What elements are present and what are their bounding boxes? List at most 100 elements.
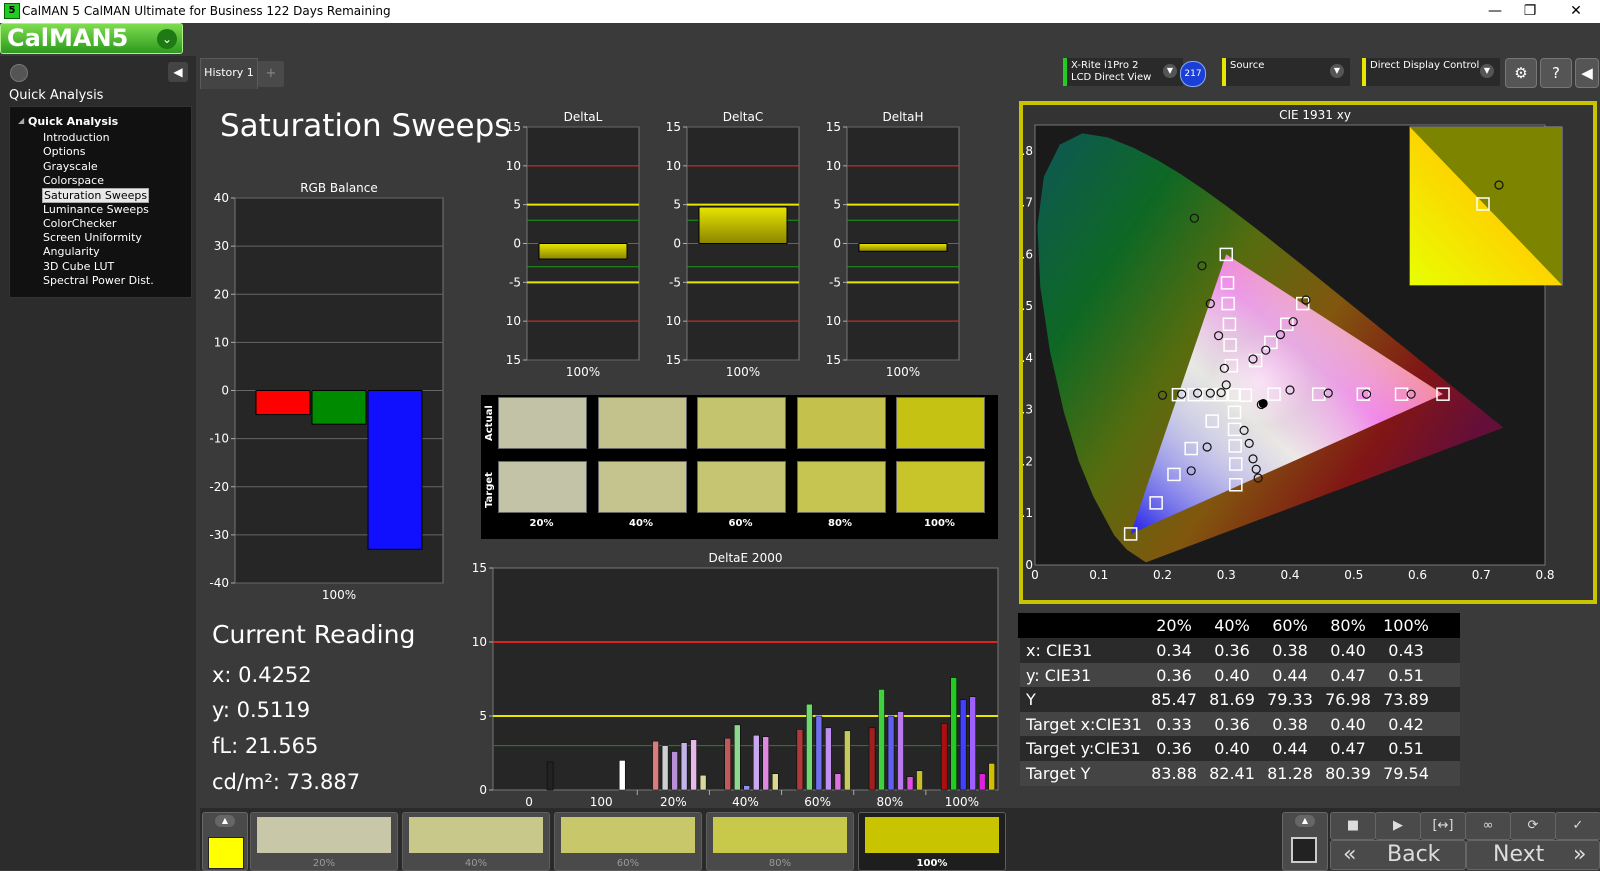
y-tick-label: 10 (826, 159, 841, 173)
settings-button[interactable]: ⚙ (1505, 58, 1537, 88)
delta-e-bar (834, 773, 842, 791)
delta-e-bar (940, 723, 948, 791)
x-tick-label: 0 (1031, 568, 1039, 582)
bottom-swatch-button[interactable]: 60% (554, 812, 702, 871)
target-marker (1229, 457, 1243, 471)
next-button[interactable]: Next » (1466, 840, 1600, 870)
delta-e-bar (652, 740, 659, 791)
source-selector[interactable]: Source ▼ (1222, 58, 1350, 86)
sidebar-item[interactable]: Introduction (43, 131, 110, 144)
y-tick-label: -30 (209, 528, 229, 542)
row-label: x: CIE31 (1026, 641, 1093, 660)
meter-badge[interactable]: 217 (1180, 61, 1206, 87)
target-marker (1220, 276, 1235, 290)
meter-selector[interactable]: X-Rite i1Pro 2 LCD Direct View ▼ (1063, 58, 1183, 86)
delta-e-bar (762, 736, 769, 791)
table-header: 20% (1156, 616, 1192, 635)
current-color-swatch (208, 837, 244, 869)
bottom-swatch-fill (561, 817, 695, 853)
tree-root[interactable]: Quick Analysis (28, 115, 119, 128)
table-row: Target Y 83.88 82.41 81.28 80.39 79.54 (1020, 761, 1460, 786)
tab-history-1[interactable]: History 1 (200, 58, 258, 89)
chevron-up-icon[interactable]: ▲ (215, 815, 235, 827)
sidebar-item[interactable]: Luminance Sweeps (43, 202, 149, 216)
delta-e-bar (815, 715, 823, 791)
target-marker (1222, 317, 1237, 332)
actual-marker (1186, 466, 1196, 476)
current-color-panel[interactable]: ▲ (202, 812, 248, 871)
target-swatch (796, 461, 886, 513)
sidebar-item[interactable]: Angularity (43, 245, 100, 259)
target-marker (1123, 527, 1138, 541)
loop-icon[interactable]: ∞ (1465, 812, 1511, 840)
logo-text: CalMAN5 (7, 24, 129, 52)
x-tick-label: 0.2 (1153, 568, 1172, 582)
refresh-icon[interactable]: ⟳ (1510, 812, 1556, 840)
sidebar-item[interactable]: Saturation Sweeps (42, 188, 150, 204)
collapse-panel-button[interactable]: ◀ (168, 62, 188, 82)
bottom-swatch-fill (257, 817, 391, 853)
sidebar-item[interactable]: Grayscale (43, 159, 98, 173)
bottom-swatch-button[interactable]: 20% (250, 812, 398, 871)
table-cell: 0.51 (1388, 739, 1424, 759)
delta-e-bar (844, 730, 851, 791)
delta-e-bar (806, 703, 813, 791)
sidebar-item[interactable]: Colorspace (43, 173, 104, 187)
calman-logo-menu[interactable]: CalMAN5 ⌄ (0, 23, 183, 54)
delta-e-bar (906, 776, 914, 791)
y-tick-label: 15 (506, 120, 521, 134)
back-button[interactable]: « Back (1330, 840, 1466, 870)
table-row: y: CIE31 0.36 0.40 0.44 0.47 0.51 (1020, 662, 1460, 688)
zoom-inset-outside (1410, 127, 1562, 285)
reading-y: y: 0.5119 (212, 698, 311, 722)
actual-marker (1214, 331, 1224, 341)
table-cell: 76.98 (1325, 690, 1371, 710)
maximize-button[interactable]: ❐ (1523, 3, 1537, 19)
delta-e-bar (978, 773, 986, 791)
table-cell: 79.33 (1267, 690, 1313, 710)
help-button[interactable]: ? (1540, 58, 1572, 88)
close-button[interactable]: ✕ (1570, 3, 1582, 19)
actual-marker (1285, 385, 1295, 395)
delta-c-chart: DeltaC 15 10 5 0 -5 -10 -15 100% (665, 110, 800, 379)
actual-marker (1248, 354, 1258, 364)
bottom-swatch-button[interactable]: 100% (858, 812, 1006, 871)
sidebar-item[interactable]: Screen Uniformity (43, 231, 142, 245)
table-cell: 0.43 (1388, 641, 1424, 660)
delta-bar (538, 243, 628, 260)
display-selector[interactable]: Direct Display Control ▼ (1362, 58, 1500, 86)
add-tab-button[interactable]: + (258, 61, 284, 87)
table-header: 60% (1272, 616, 1308, 635)
delta-l-chart: DeltaL 15 10 5 0 -5 -10 -15 100% (505, 110, 640, 379)
minimize-button[interactable]: — (1488, 3, 1502, 19)
rgb-bar-red (255, 390, 311, 416)
target-row-label: Target (484, 472, 495, 508)
sidebar-item[interactable]: Spectral Power Dist. (43, 274, 154, 287)
y-tick-label: -15 (665, 353, 681, 367)
sidebar-item[interactable]: Options (43, 145, 86, 159)
delta-e-bar (916, 770, 923, 791)
sidebar-item[interactable]: ColorChecker (43, 216, 117, 230)
bottom-swatch-button[interactable]: 40% (402, 812, 550, 871)
pin-icon[interactable] (10, 64, 28, 82)
expand-triangle-icon[interactable]: ◢ (18, 116, 25, 125)
next-icon: » (1573, 842, 1587, 867)
chevron-up-icon[interactable]: ▲ (1295, 815, 1315, 827)
target-marker (1264, 335, 1278, 350)
actual-swatch (896, 397, 985, 449)
reading-cd: cd/m²: 73.887 (212, 770, 361, 794)
display-label: Direct Display Control (1370, 60, 1480, 71)
play-icon[interactable]: ▶ (1375, 812, 1421, 840)
sidebar-item[interactable]: 3D Cube LUT (43, 259, 115, 273)
table-row: Y 85.47 81.69 79.33 76.98 73.89 (1020, 687, 1460, 713)
check-icon[interactable]: ✓ (1555, 812, 1600, 840)
collapse-right-button[interactable]: ◀ (1575, 58, 1599, 88)
stop-icon[interactable] (1291, 837, 1317, 863)
y-tick-label: 0 (1025, 558, 1033, 572)
fit-icon[interactable]: [↔] (1420, 812, 1466, 840)
table-cell: 73.89 (1383, 690, 1429, 710)
stop-icon[interactable]: ■ (1330, 812, 1376, 840)
gamut-highlight (1130, 254, 1443, 534)
bottom-swatch-button[interactable]: 80% (706, 812, 854, 871)
source-label: Source (1230, 60, 1265, 71)
